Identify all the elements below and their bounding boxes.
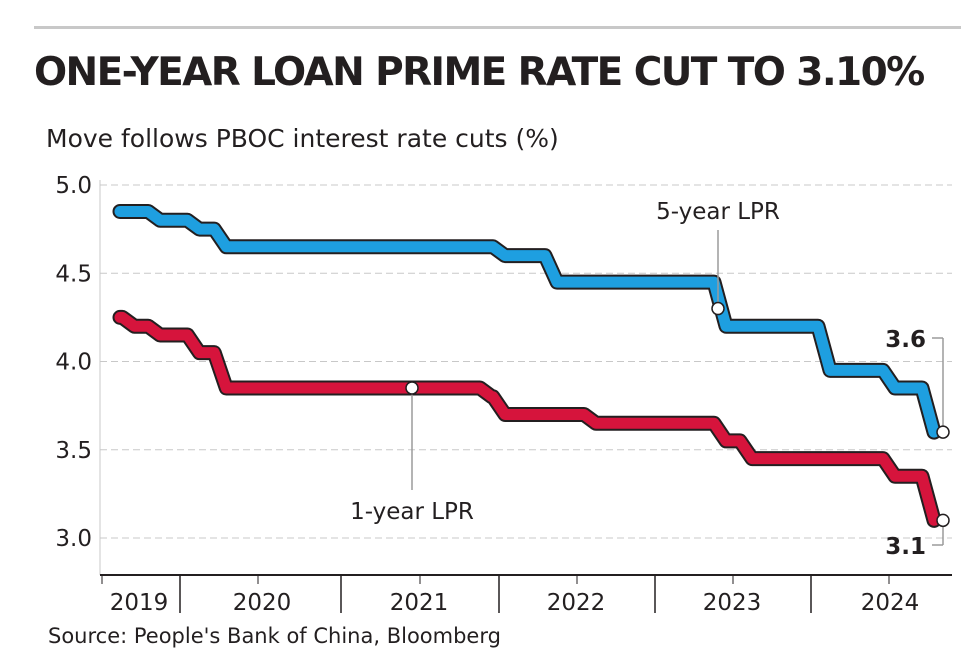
callout-marker-1-year [405, 381, 419, 395]
x-tick-label: 2020 [233, 590, 292, 616]
axis-layer: 5.0 4.5 4.0 3.5 3.0 2019 2020 2021 2022 2023 2024 [55, 173, 952, 616]
annotation-1-year-lpr: 1-year LPR [350, 499, 474, 525]
y-tick-label: 3.0 [55, 526, 92, 552]
x-tick-label: 2023 [703, 590, 762, 616]
chart-title: ONE-YEAR LOAN PRIME RATE CUT TO 3.10% [34, 50, 925, 95]
top-rule [34, 26, 961, 29]
grid-layer [99, 180, 952, 575]
end-value-5-year: 3.6 [885, 327, 926, 353]
x-tick-label: 2021 [390, 590, 449, 616]
y-tick-label: 5.0 [55, 173, 92, 199]
y-tick-label: 4.0 [55, 350, 92, 376]
x-tick-label: 2019 [110, 590, 169, 616]
end-marker-5-year [936, 425, 950, 439]
chart-subtitle: Move follows PBOC interest rate cuts (%) [46, 124, 559, 153]
series-layer [112, 203, 942, 528]
series-line-5-year-lpr [114, 205, 940, 438]
annotation-layer: 5-year LPR 1-year LPR 3.6 3.1 [350, 199, 950, 560]
end-marker-1-year [936, 513, 950, 528]
y-tick-label: 4.5 [55, 261, 92, 287]
annotation-5-year-lpr: 5-year LPR [656, 199, 780, 225]
x-tick-label: 2024 [861, 590, 920, 616]
callout-marker-5-year [711, 301, 725, 316]
source-note: Source: People's Bank of China, Bloomber… [48, 624, 501, 648]
y-tick-label: 3.5 [55, 438, 92, 464]
end-value-1-year: 3.1 [885, 534, 926, 560]
series-line-1-year-lpr [114, 311, 940, 526]
x-tick-label: 2022 [547, 590, 606, 616]
